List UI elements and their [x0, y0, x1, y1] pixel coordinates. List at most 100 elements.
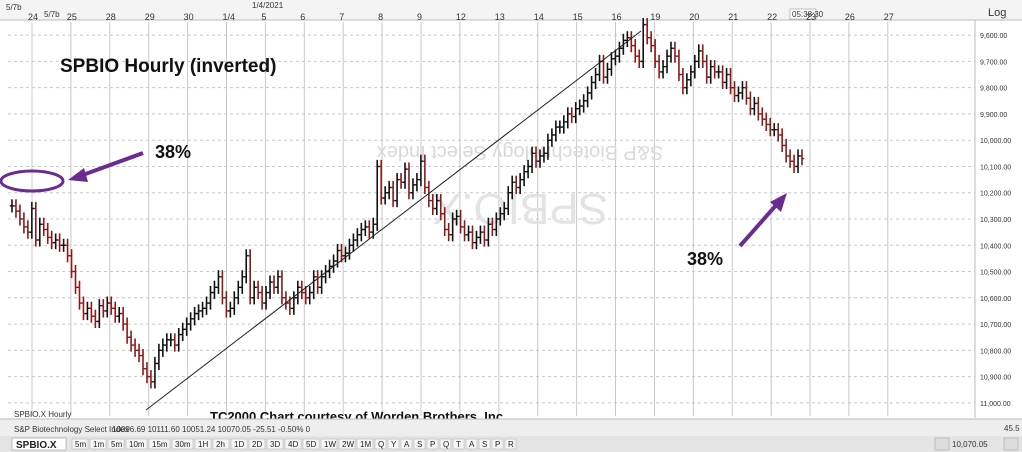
arrow-right: [738, 193, 787, 248]
x-tick-label: 16: [612, 12, 622, 22]
price-tick-label: 10,200.00: [980, 191, 1011, 198]
timeframe-button[interactable]: [266, 438, 284, 450]
x-tick-label: 29: [145, 12, 155, 22]
x-tick-label: 9: [417, 12, 422, 22]
timeframe-label: Q: [443, 440, 449, 449]
month-label: 1/4/2021: [252, 1, 284, 10]
price-tick-label: 10,500.00: [980, 270, 1011, 277]
header-label-1: 5/7b: [6, 3, 22, 12]
timeframe-button[interactable]: [478, 438, 491, 450]
timeframe-button[interactable]: [302, 438, 320, 450]
timeframe-label: 1M: [360, 440, 371, 449]
x-tick-label: 12: [456, 12, 466, 22]
timeframe-toolbar: 5m 1m 5m 10m 15m 30m 1H 2h 1D 2D 3D 4D 5D 1W 2W 1M Q Y A S P…: [71, 438, 517, 450]
symbol-field-text: SPBIO.X: [16, 440, 57, 451]
arrow-left: [68, 151, 144, 182]
timeframe-label: A: [404, 440, 410, 449]
timeframe-button[interactable]: [491, 438, 504, 450]
timeframe-label: 1W: [324, 440, 336, 449]
timeframe-label: 1H: [198, 440, 208, 449]
log-scale-toggle[interactable]: Log: [988, 7, 1006, 19]
x-tick-label: 1/4: [223, 12, 236, 22]
x-tick-label: 20: [689, 12, 699, 22]
timeframe-button[interactable]: [107, 438, 125, 450]
plot-area: 24 25 28 29 30 1/4 5 6 7 8 9 12 13 14 15 16 19 20 21 22 23 26…: [8, 12, 1011, 416]
timeframe-label: 1D: [234, 440, 244, 449]
header-bar: [0, 0, 1022, 20]
timeframe-label: 5D: [306, 440, 316, 449]
timeframe-label: P: [430, 440, 435, 449]
timeframe-button[interactable]: [230, 438, 248, 450]
timeframe-button[interactable]: [387, 438, 400, 450]
x-tick-label: 26: [845, 12, 855, 22]
watermark-name: S&P Biotechnology Select Index: [377, 141, 663, 163]
price-tick-label: 10,900.00: [980, 375, 1011, 382]
timeframe-label: 2h: [216, 440, 225, 449]
retracement-label-right: 38%: [687, 249, 723, 269]
timeframe-label: S: [482, 440, 487, 449]
series-label: SPBIO.X Hourly: [14, 410, 71, 419]
index-label: S&P Biotechnology Select Index: [14, 425, 129, 434]
timeframe-button[interactable]: [338, 438, 356, 450]
timeframe-button[interactable]: [504, 438, 517, 450]
timeframe-button[interactable]: [413, 438, 426, 450]
x-tick-label: 15: [573, 12, 583, 22]
x-tick-label: 7: [339, 12, 344, 22]
zoom-button[interactable]: [1003, 437, 1019, 451]
x-tick-label: 28: [106, 12, 116, 22]
price-tick-label: 10,000.00: [980, 138, 1011, 145]
timeframe-label: 2D: [252, 440, 262, 449]
timeframe-button[interactable]: [465, 438, 478, 450]
timeframe-button[interactable]: [71, 438, 89, 450]
timeframe-button[interactable]: [400, 438, 413, 450]
price-tick-label: 10,300.00: [980, 217, 1011, 224]
retracement-label-left: 38%: [155, 142, 191, 162]
zoom-label: 45.5: [1004, 424, 1020, 433]
x-tick-label: 8: [378, 12, 383, 22]
timeframe-label: 10m: [129, 440, 145, 449]
timeframe-button[interactable]: [356, 438, 374, 450]
x-tick-label: 19: [650, 12, 660, 22]
timeframe-label: 30m: [175, 440, 191, 449]
price-tick-label: 9,700.00: [980, 59, 1007, 66]
timeframe-button[interactable]: [194, 438, 212, 450]
timeframe-label: 1m: [93, 440, 104, 449]
timeframe-button[interactable]: [452, 438, 465, 450]
timeframe-label: 2W: [342, 440, 354, 449]
x-tick-label: 13: [495, 12, 505, 22]
timeframe-label: 15m: [152, 440, 168, 449]
price-tick-label: 9,800.00: [980, 86, 1007, 93]
price-tick-label: 10,800.00: [980, 348, 1011, 355]
timeframe-button[interactable]: [248, 438, 266, 450]
x-tick-label: 30: [184, 12, 194, 22]
header-label-2: 5/7b: [44, 10, 60, 19]
timeframe-button[interactable]: [439, 438, 452, 450]
timeframe-label: 5m: [75, 440, 86, 449]
price-tick-label: 9,900.00: [980, 112, 1007, 119]
price-axis: 9,600.00 9,700.00 9,800.00 9,900.00 10,000.0…: [980, 33, 1011, 408]
price-tick-label: 10,100.00: [980, 164, 1011, 171]
x-tick-label: 22: [767, 12, 777, 22]
timeframe-button[interactable]: [426, 438, 439, 450]
symbol-field[interactable]: [11, 437, 67, 451]
timeframe-label: T: [456, 440, 461, 449]
timeframe-button[interactable]: [89, 438, 107, 450]
candle-series: [9, 18, 805, 389]
timeframe-button[interactable]: [148, 438, 171, 450]
timeframe-button[interactable]: [320, 438, 338, 450]
timeframe-button[interactable]: [171, 438, 194, 450]
price-tick-label: 9,600.00: [980, 33, 1007, 40]
timeframe-label: 5m: [111, 440, 122, 449]
timeframe-button[interactable]: [284, 438, 302, 450]
timeframe-button[interactable]: [125, 438, 148, 450]
settings-button[interactable]: [934, 437, 950, 451]
price-tick-label: 10,600.00: [980, 296, 1011, 303]
highlight-ellipse: [0, 169, 65, 193]
x-tick-label: 6: [300, 12, 305, 22]
price-tick-label: 10,400.00: [980, 243, 1011, 250]
x-tick-label: 23: [806, 12, 816, 22]
timeframe-label: 4D: [288, 440, 298, 449]
timeframe-button[interactable]: [374, 438, 387, 450]
timeframe-button[interactable]: [212, 438, 230, 450]
